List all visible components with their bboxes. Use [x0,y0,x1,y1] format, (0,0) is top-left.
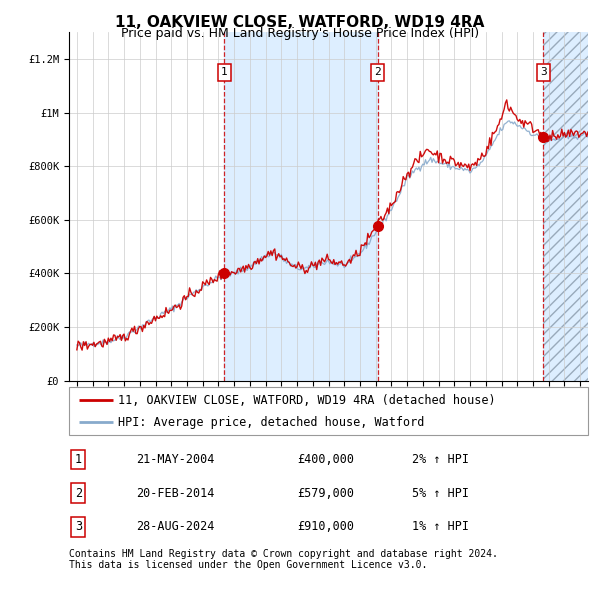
Text: 11, OAKVIEW CLOSE, WATFORD, WD19 4RA (detached house): 11, OAKVIEW CLOSE, WATFORD, WD19 4RA (de… [118,394,496,407]
Bar [543,32,588,381]
Text: 2: 2 [75,487,82,500]
Bar [224,32,378,381]
Text: 2% ↑ HPI: 2% ↑ HPI [412,453,469,466]
Text: Price paid vs. HM Land Registry's House Price Index (HPI): Price paid vs. HM Land Registry's House … [121,27,479,40]
Text: Contains HM Land Registry data © Crown copyright and database right 2024.
This d: Contains HM Land Registry data © Crown c… [69,549,498,571]
Text: £400,000: £400,000 [298,453,355,466]
Text: 1: 1 [221,67,228,77]
Text: 3: 3 [75,520,82,533]
Text: 21-MAY-2004: 21-MAY-2004 [136,453,215,466]
Text: HPI: Average price, detached house, Watford: HPI: Average price, detached house, Watf… [118,416,425,429]
Text: £579,000: £579,000 [298,487,355,500]
Text: 3: 3 [540,67,547,77]
Text: £910,000: £910,000 [298,520,355,533]
Text: 28-AUG-2024: 28-AUG-2024 [136,520,215,533]
Text: 20-FEB-2014: 20-FEB-2014 [136,487,215,500]
Text: 11, OAKVIEW CLOSE, WATFORD, WD19 4RA: 11, OAKVIEW CLOSE, WATFORD, WD19 4RA [115,15,485,30]
Text: 5% ↑ HPI: 5% ↑ HPI [412,487,469,500]
Text: 1: 1 [75,453,82,466]
Text: 1% ↑ HPI: 1% ↑ HPI [412,520,469,533]
Text: 2: 2 [374,67,381,77]
